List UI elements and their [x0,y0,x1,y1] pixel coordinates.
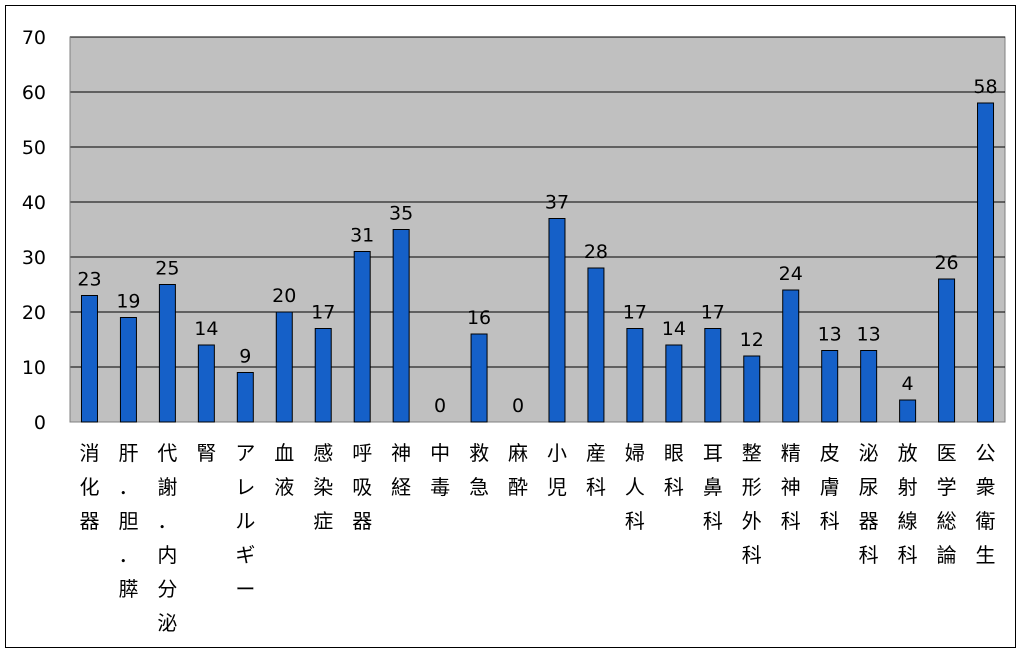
category-label: 小児 [547,441,567,499]
category-label: 救急 [469,441,489,499]
category-label: 皮膚科 [820,441,840,533]
bar [197,344,215,423]
bar [548,218,566,423]
bar [860,350,878,423]
data-label: 23 [77,269,101,291]
data-label: 14 [194,318,218,340]
data-label: 28 [584,241,608,263]
bars [80,102,995,423]
data-label: 4 [902,373,914,395]
data-label: 0 [434,395,446,417]
data-label: 35 [389,203,413,225]
category-label: 整形外科 [742,441,762,567]
bar [470,333,488,423]
data-labels: 23 19 25 14 9 20 17 31 35 0 16 0 37 28 17 14 17 12 24 13 13 4… [77,76,997,417]
data-label: 12 [740,329,764,351]
data-label: 37 [545,192,569,214]
data-label: 19 [116,291,140,313]
category-label: 放射線科 [898,441,918,567]
plot-area [69,36,1006,423]
data-label: 17 [623,302,647,324]
y-tick-label: 50 [22,137,46,159]
category-label: 神経 [391,441,411,499]
bar [782,289,800,423]
category-label: 感染症 [313,441,333,533]
category-label: 産科 [586,441,606,499]
bar [743,355,761,423]
category-label: 医学総論 [937,441,957,567]
category-label: 代謝．内分泌 [157,441,177,635]
data-label: 17 [311,302,335,324]
bar [626,328,644,423]
data-label: 14 [662,318,686,340]
y-tick-label: 10 [22,357,46,379]
bar [899,399,917,423]
bar [704,328,722,423]
bar [158,284,176,423]
data-label: 31 [350,225,374,247]
data-label: 13 [818,324,842,346]
category-label: 血液 [274,441,294,499]
bar [80,295,98,423]
bar [665,344,683,423]
bar [821,350,839,423]
category-label: 精神科 [781,441,801,533]
bar [392,229,410,423]
category-label: 眼科 [664,441,684,499]
data-label: 17 [701,302,725,324]
bar [938,278,956,423]
bar [314,328,332,423]
bar [977,102,995,423]
data-label: 25 [155,258,179,280]
category-label: 婦人科 [625,441,645,533]
category-label: 公衆衛生 [976,441,996,567]
data-label: 20 [272,285,296,307]
category-label: 腎 [196,441,216,465]
category-label: 消化器 [79,441,99,533]
data-label: 9 [239,346,251,368]
category-label: 肝．胆．膵 [118,441,138,601]
data-label: 26 [934,252,958,274]
y-tick-label: 60 [22,82,46,104]
y-tick-label: 0 [34,412,46,434]
category-label: 耳鼻科 [703,441,723,533]
category-label: 中毒 [430,441,450,499]
bar [119,317,137,423]
bar [236,372,254,423]
data-label: 58 [973,76,997,98]
category-label: 泌尿器科 [859,441,879,567]
data-label: 24 [779,263,803,285]
y-tick-label: 70 [22,27,46,49]
y-tick-label: 20 [22,302,46,324]
data-label: 0 [512,395,524,417]
category-label: アレルギー [235,441,255,601]
bar [587,267,605,423]
category-label: 麻酔 [508,441,528,499]
data-label: 16 [467,307,491,329]
gridlines [69,36,1005,422]
data-label: 13 [857,324,881,346]
bar [353,251,371,423]
y-axis-tick-labels: 0 10 20 30 40 50 60 70 [22,27,46,434]
y-tick-label: 40 [22,192,46,214]
category-label: 呼吸器 [352,441,372,533]
y-tick-label: 30 [22,247,46,269]
bar [275,311,293,423]
